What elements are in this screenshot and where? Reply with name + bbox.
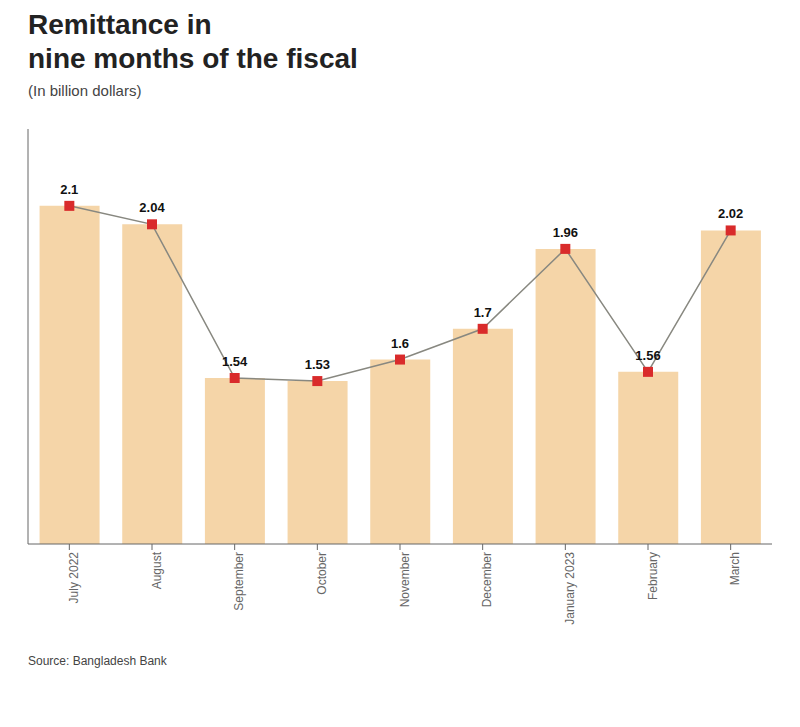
svg-text:December: December	[480, 552, 494, 607]
svg-text:2.04: 2.04	[139, 200, 165, 215]
html-text:(In billion dollars): (In billion dollars)	[28, 82, 142, 99]
svg-text:September: September	[232, 552, 246, 611]
svg-text:March: March	[728, 552, 742, 585]
svg-text:January 2023: January 2023	[563, 552, 577, 625]
svg-text:August: August	[150, 551, 164, 589]
html-text:Source: Bangladesh Bank: Source: Bangladesh Bank	[28, 654, 167, 668]
svg-text:1.96: 1.96	[553, 225, 578, 240]
html-text:Remittance in: Remittance in	[28, 9, 212, 40]
svg-text:2.1: 2.1	[60, 182, 78, 197]
svg-text:February: February	[646, 552, 660, 600]
svg-text:1.56: 1.56	[635, 348, 660, 363]
svg-text:1.7: 1.7	[474, 305, 492, 320]
svg-text:July 2022: July 2022	[67, 552, 81, 604]
svg-text:November: November	[398, 552, 412, 607]
html-text:nine months of the fiscal: nine months of the fiscal	[28, 43, 358, 74]
svg-text:2.02: 2.02	[718, 206, 743, 221]
svg-text:1.54: 1.54	[222, 354, 248, 369]
svg-text:1.6: 1.6	[391, 336, 409, 351]
svg-text:October: October	[315, 552, 329, 595]
svg-text:1.53: 1.53	[305, 357, 330, 372]
